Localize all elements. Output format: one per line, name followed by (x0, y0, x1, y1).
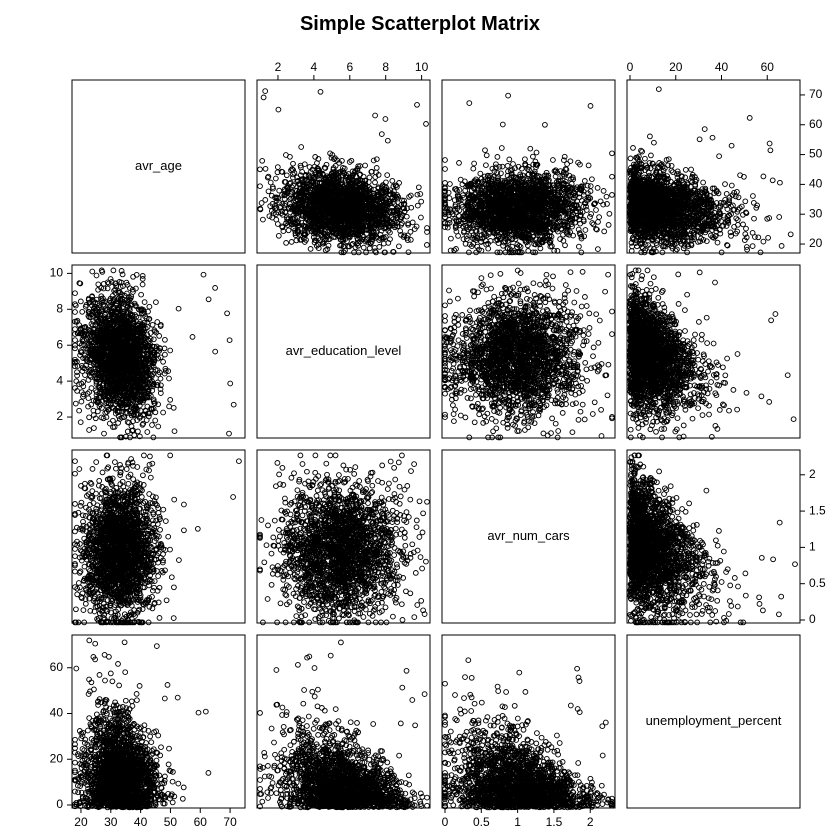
svg-text:2: 2 (809, 467, 816, 481)
diag-label-avr_age: avr_age (135, 158, 182, 173)
svg-text:10: 10 (50, 266, 64, 280)
svg-text:4: 4 (311, 60, 318, 74)
svg-text:70: 70 (809, 87, 823, 101)
svg-text:0.5: 0.5 (809, 576, 826, 590)
svg-text:2: 2 (56, 409, 63, 423)
svg-text:50: 50 (164, 815, 178, 829)
diag-label-unemployment_percent: unemployment_percent (646, 713, 782, 728)
svg-text:0: 0 (442, 815, 449, 829)
svg-text:40: 40 (715, 60, 729, 74)
svg-text:60: 60 (194, 815, 208, 829)
svg-text:40: 40 (134, 815, 148, 829)
diag-label-avr_education_level: avr_education_level (286, 343, 402, 358)
svg-text:8: 8 (56, 301, 63, 315)
svg-text:60: 60 (761, 60, 775, 74)
svg-text:50: 50 (809, 147, 823, 161)
svg-text:6: 6 (346, 60, 353, 74)
svg-text:30: 30 (104, 815, 118, 829)
chart-title: Simple Scatterplot Matrix (300, 13, 540, 35)
svg-text:60: 60 (809, 117, 823, 131)
svg-text:8: 8 (382, 60, 389, 74)
svg-text:4: 4 (56, 373, 63, 387)
svg-text:20: 20 (669, 60, 683, 74)
svg-text:0: 0 (809, 612, 816, 626)
svg-text:1: 1 (809, 540, 816, 554)
svg-text:1.5: 1.5 (809, 503, 826, 517)
svg-text:20: 20 (50, 751, 64, 765)
svg-text:20: 20 (74, 815, 88, 829)
svg-text:2: 2 (275, 60, 282, 74)
svg-text:30: 30 (809, 206, 823, 220)
diag-label-avr_num_cars: avr_num_cars (487, 528, 570, 543)
svg-text:20: 20 (809, 236, 823, 250)
svg-text:0: 0 (627, 60, 634, 74)
svg-text:2: 2 (587, 815, 594, 829)
svg-text:1.5: 1.5 (546, 815, 563, 829)
svg-text:1: 1 (514, 815, 521, 829)
svg-text:70: 70 (223, 815, 237, 829)
svg-text:0: 0 (56, 797, 63, 811)
svg-text:6: 6 (56, 337, 63, 351)
svg-text:10: 10 (415, 60, 429, 74)
svg-text:0.5: 0.5 (473, 815, 490, 829)
svg-text:40: 40 (809, 177, 823, 191)
svg-text:60: 60 (50, 660, 64, 674)
scatterplot-matrix: Simple Scatterplot Matrix avr_age avr_educ… (0, 0, 840, 840)
svg-text:40: 40 (50, 706, 64, 720)
